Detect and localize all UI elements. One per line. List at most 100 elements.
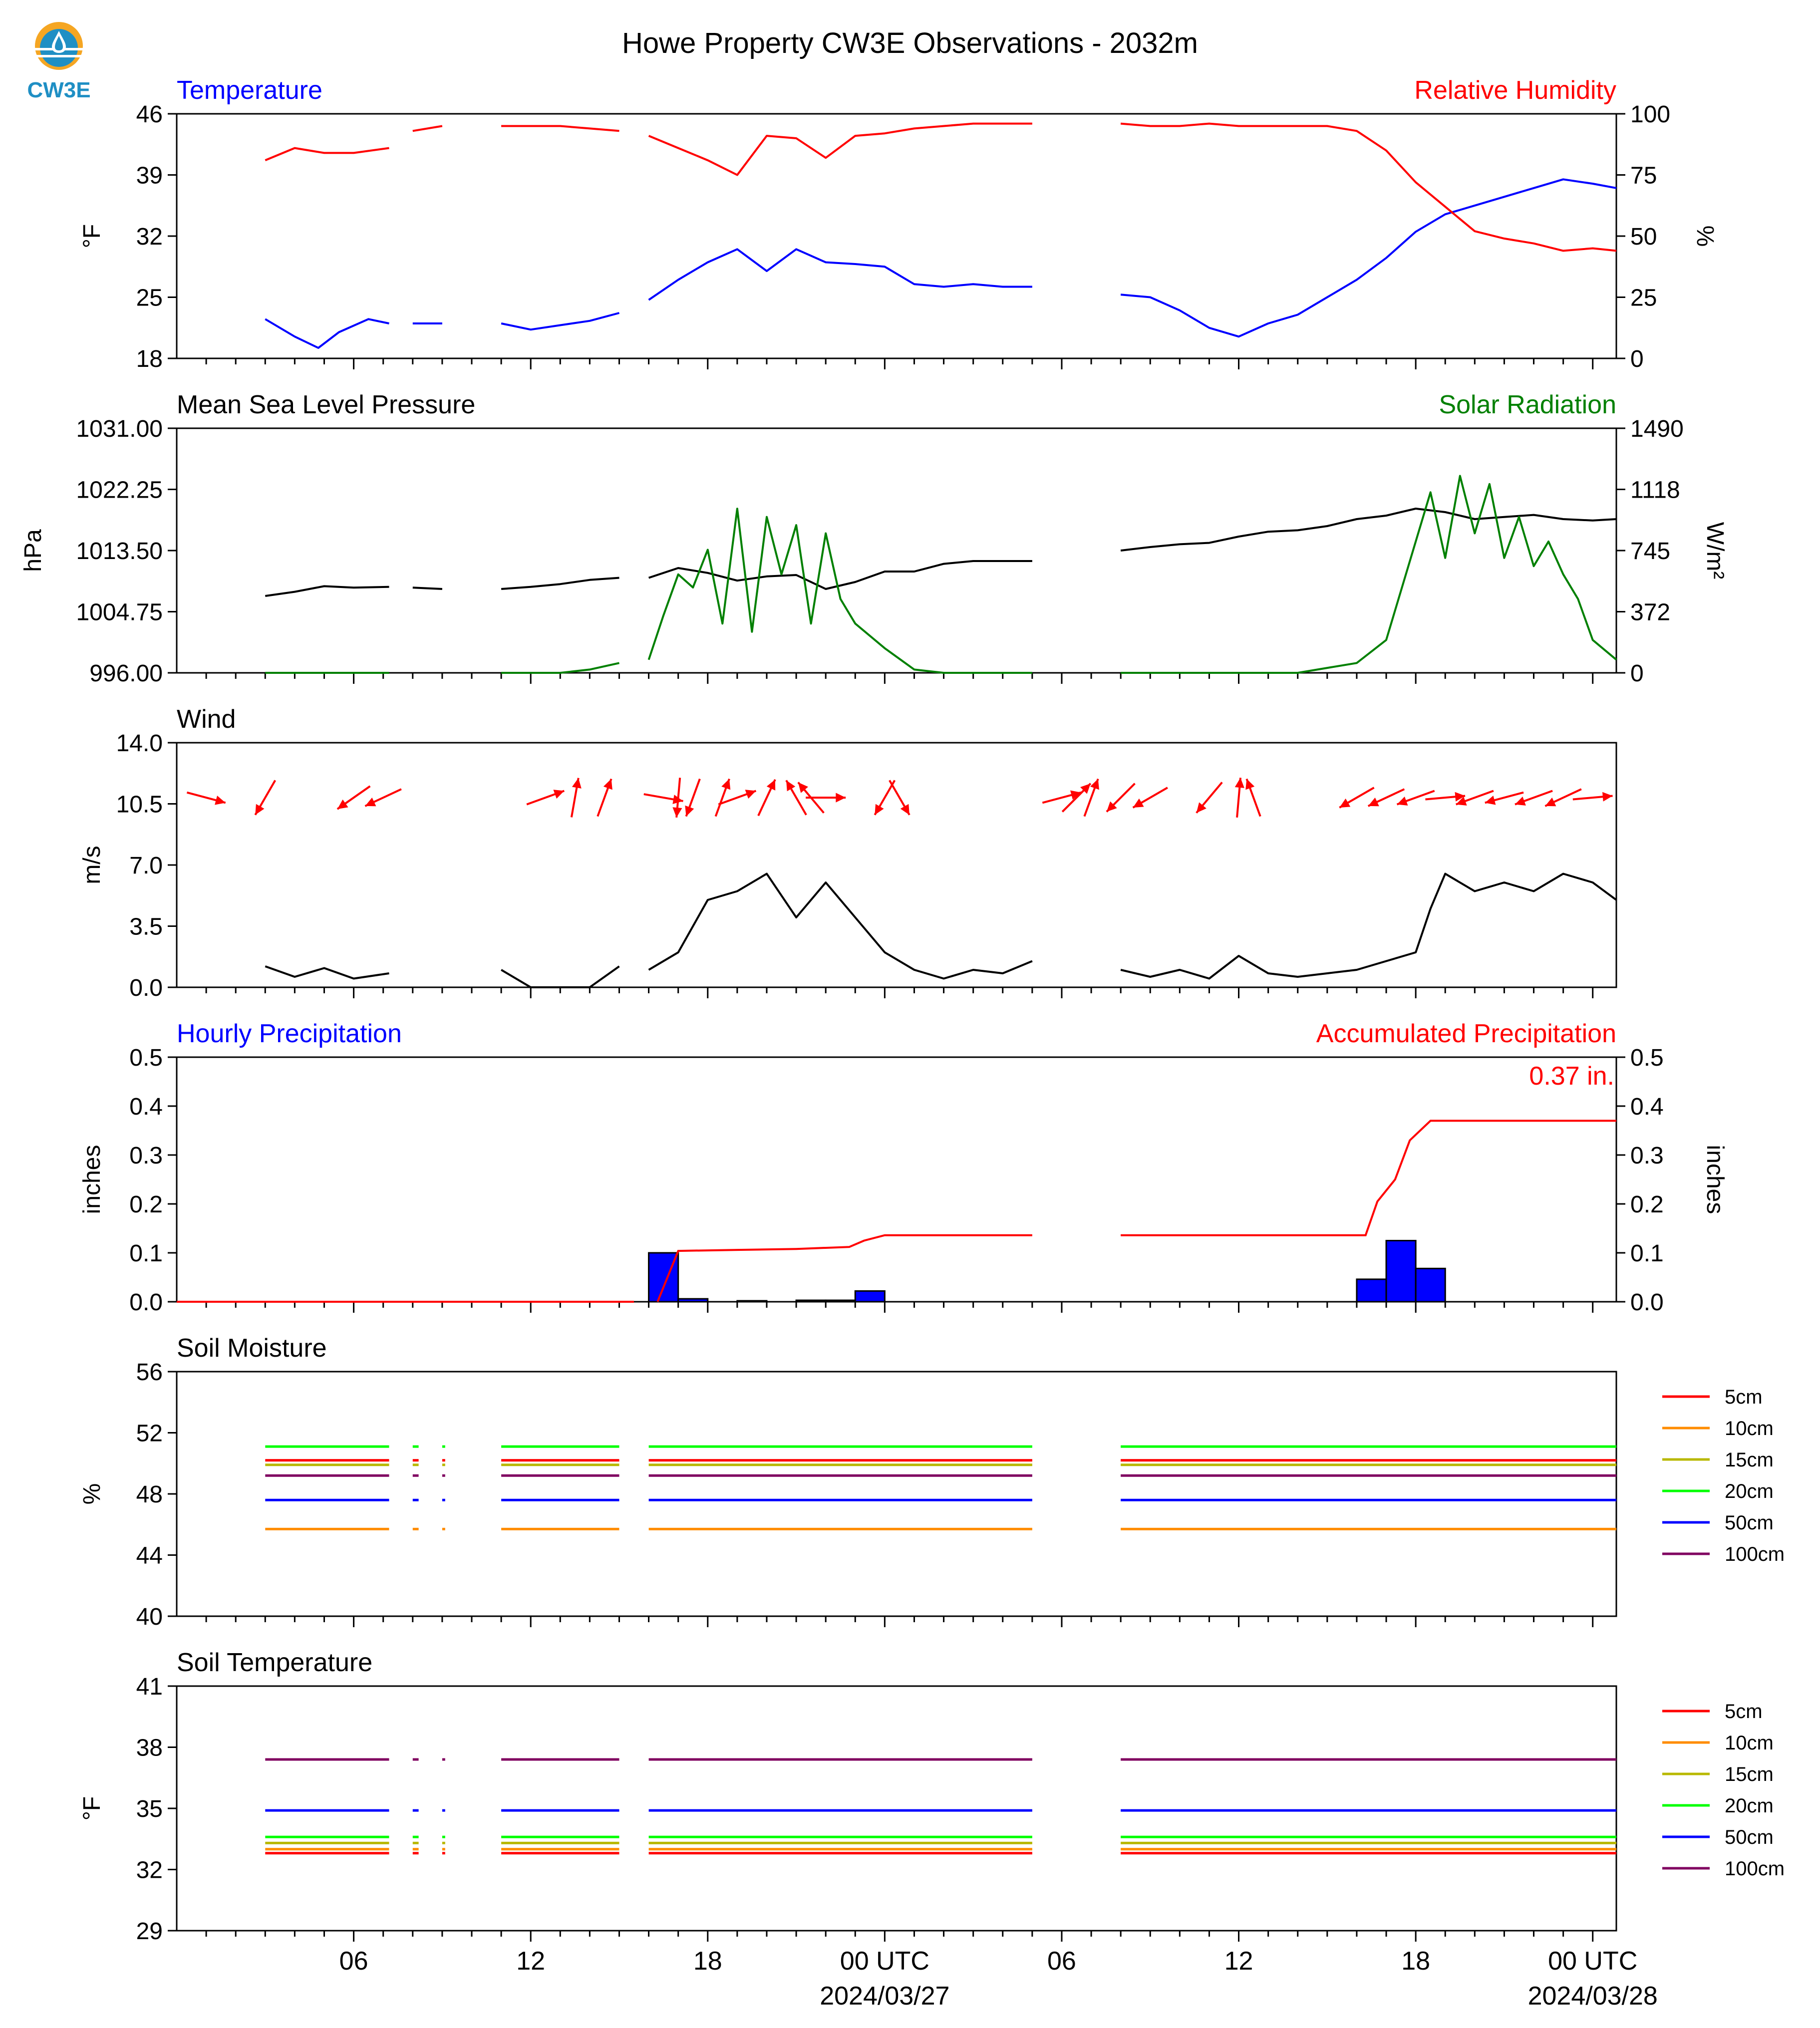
- wind-arrow: [1234, 777, 1244, 818]
- wind-arrow-head: [900, 804, 910, 815]
- legend-label: 20cm: [1725, 1795, 1774, 1817]
- y-tick-label-right: 0.0: [1630, 1289, 1664, 1316]
- panel-title-left: Soil Temperature: [177, 1648, 372, 1677]
- y-tick-label-right: 0.4: [1630, 1094, 1664, 1120]
- y-tick-label-left: 18: [136, 346, 163, 372]
- wind-arrow: [597, 778, 612, 817]
- wind-arrow: [874, 780, 896, 816]
- y-axis-label-left: m/s: [79, 846, 105, 884]
- wind-arrow-head: [721, 779, 731, 790]
- y-tick-label-left: 0.1: [129, 1240, 163, 1267]
- precip-bar: [677, 1298, 709, 1303]
- precip-bar: [1415, 1267, 1446, 1303]
- legend-label: 5cm: [1725, 1386, 1763, 1408]
- x-tick-label: 12: [516, 1947, 545, 1976]
- y-tick-label-right: 745: [1630, 538, 1670, 565]
- chart-panel-5: Soil Moisture5652484440%5cm10cm15cm20cm5…: [79, 1334, 1785, 1630]
- panel-title-right: Accumulated Precipitation: [1316, 1019, 1616, 1048]
- wind-arrow-head: [836, 793, 846, 803]
- legend-item: 15cm: [1662, 1449, 1774, 1471]
- panel-title-left: Wind: [177, 705, 236, 734]
- wind-arrow: [672, 777, 682, 818]
- y-tick-label-left: 41: [136, 1674, 163, 1700]
- chart-panel-2: Mean Sea Level Pressure Solar Radiation 10…: [20, 390, 1728, 687]
- wind-arrow-head: [1245, 779, 1255, 790]
- y-tick-label-left: 0.2: [129, 1191, 163, 1218]
- wind-arrow: [1339, 787, 1375, 809]
- legend-label: 15cm: [1725, 1449, 1774, 1471]
- y-tick-label-left: 0.5: [129, 1045, 163, 1071]
- panel-title-right: Relative Humidity: [1414, 76, 1616, 105]
- y-axis-label-right: inches: [1702, 1145, 1728, 1214]
- y-tick-label-left: 38: [136, 1735, 163, 1761]
- wind-arrow: [1396, 790, 1435, 806]
- series-line-2: [265, 122, 1617, 252]
- wind-arrow-head: [603, 779, 612, 790]
- wind-arrow-head: [1234, 778, 1244, 788]
- panel-title-left: Mean Sea Level Pressure: [177, 390, 475, 419]
- y-tick-label-left: 56: [136, 1359, 163, 1386]
- wind-arrow-head: [1080, 783, 1091, 794]
- y-tick-label-left: 35: [136, 1796, 163, 1822]
- y-tick-label-right: 0: [1630, 346, 1644, 372]
- y-tick-label-left: 32: [136, 1857, 163, 1884]
- wind-arrow-head: [766, 779, 776, 791]
- y-tick-label-left: 1022.25: [76, 477, 163, 504]
- legend-item: 10cm: [1662, 1418, 1774, 1440]
- wind-arrow: [1132, 787, 1168, 809]
- panel-title-left: Hourly Precipitation: [177, 1019, 402, 1048]
- wind-arrow-head: [1196, 802, 1207, 813]
- wind-arrow: [714, 778, 731, 817]
- y-tick-label-right: 0: [1630, 660, 1644, 687]
- legend-label: 100cm: [1725, 1858, 1785, 1880]
- wind-arrow-head: [1456, 796, 1467, 806]
- chart-panel-6: Soil Temperature 41 38 35 32 29 °F 5cm 10cm 15cm 2…: [79, 1648, 1785, 1945]
- wind-arrow: [1515, 790, 1553, 806]
- x-tick-label: 00 UTC: [840, 1947, 929, 1976]
- legend-label: 10cm: [1725, 1418, 1774, 1440]
- series-line-1: [265, 508, 1617, 597]
- legend-item: 50cm: [1662, 1512, 1774, 1534]
- y-tick-label-right: 0.5: [1630, 1045, 1664, 1071]
- x-date-label: 2024/03/28: [1528, 1982, 1658, 2011]
- legend-item: 5cm: [1662, 1386, 1763, 1408]
- legend-item: 20cm: [1662, 1795, 1774, 1817]
- wind-arrow-head: [672, 807, 682, 818]
- legend-item: 100cm: [1662, 1858, 1785, 1880]
- wind-arrow-head: [1545, 797, 1556, 807]
- wind-arrow: [785, 780, 807, 816]
- wind-arrow-head: [1515, 796, 1526, 806]
- y-tick-label-left: 14.0: [116, 730, 163, 757]
- y-tick-label-right: 25: [1630, 285, 1657, 311]
- panel-title-left: Temperature: [177, 76, 322, 105]
- y-tick-label-left: 46: [136, 101, 163, 128]
- precip-bar: [1385, 1240, 1417, 1303]
- precip-bar: [795, 1299, 827, 1303]
- y-tick-label-right: 100: [1630, 101, 1670, 128]
- y-tick-label-left: 10.5: [116, 792, 163, 818]
- wind-arrow-head: [875, 804, 884, 815]
- y-tick-label-left: 52: [136, 1421, 163, 1447]
- wind-arrow: [1106, 783, 1136, 813]
- legend-item: 5cm: [1662, 1701, 1763, 1723]
- plot-frame: [176, 1056, 1617, 1303]
- legend-item: 10cm: [1662, 1732, 1774, 1754]
- wind-arrow-head: [1602, 792, 1613, 802]
- y-tick-label-left: 1013.50: [76, 538, 163, 565]
- wind-arrow-head: [685, 805, 694, 817]
- y-tick-label-right: 1490: [1630, 416, 1684, 442]
- plot-frame: [176, 113, 1617, 359]
- y-tick-label-right: 50: [1630, 224, 1657, 250]
- precip-bar: [854, 1290, 886, 1303]
- x-tick-label: 00 UTC: [1548, 1947, 1637, 1976]
- accumulated-total-label: 0.37 in.: [1529, 1062, 1614, 1091]
- y-axis-label-left: °F: [79, 224, 105, 249]
- wind-arrow-head: [337, 799, 348, 809]
- wind-arrow: [1485, 791, 1524, 805]
- legend-item: 100cm: [1662, 1543, 1785, 1565]
- y-tick-label-left: 1004.75: [76, 599, 163, 626]
- wind-arrow: [1456, 790, 1494, 806]
- wind-arrow-head: [1455, 792, 1466, 802]
- panel-title-right: Solar Radiation: [1439, 390, 1616, 419]
- plot-frame: [176, 427, 1617, 674]
